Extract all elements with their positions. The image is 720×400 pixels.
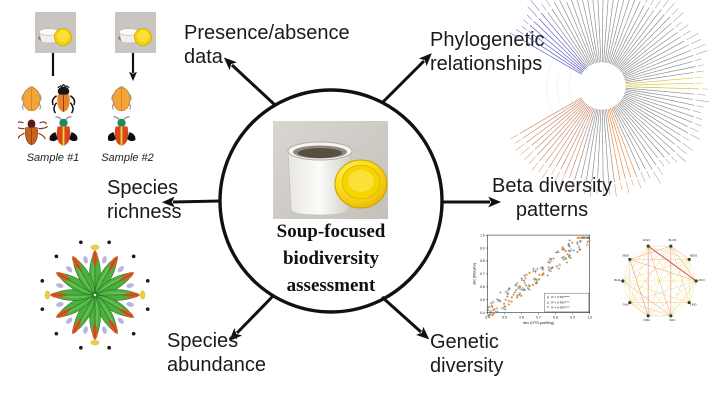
- svg-text:0.7: 0.7: [536, 315, 541, 319]
- svg-text:0.6: 0.6: [519, 315, 524, 319]
- svg-text:BLAL: BLAL: [614, 278, 621, 282]
- svg-text:0.8: 0.8: [553, 315, 558, 319]
- svg-text:GAN: GAN: [623, 303, 629, 307]
- svg-text:LIND: LIND: [690, 303, 696, 307]
- svg-text:MAC: MAC: [669, 318, 675, 322]
- svg-text:ANVC: ANVC: [643, 238, 651, 242]
- svg-text:R = 0·953****: R = 0·953****: [551, 300, 570, 304]
- svg-text:dbc (Morpho): dbc (Morpho): [472, 263, 476, 285]
- svg-text:0.8: 0.8: [480, 259, 485, 263]
- svg-text:CIMA: CIMA: [643, 318, 650, 322]
- svg-text:0.7: 0.7: [480, 272, 485, 276]
- svg-text:dbc (HTS-profiling): dbc (HTS-profiling): [523, 321, 554, 325]
- svg-text:R = 0·947****: R = 0·947****: [551, 295, 570, 299]
- svg-text:R = 0·925****: R = 0·925****: [551, 306, 570, 310]
- svg-text:NEBI: NEBI: [622, 253, 629, 257]
- svg-text:BLUM: BLUM: [669, 238, 677, 242]
- svg-text:NESS: NESS: [690, 253, 698, 257]
- svg-text:0.9: 0.9: [570, 315, 575, 319]
- svg-text:0.5: 0.5: [480, 298, 485, 302]
- svg-text:1.0: 1.0: [587, 315, 592, 319]
- svg-text:0.5: 0.5: [502, 315, 507, 319]
- svg-text:0.9: 0.9: [480, 246, 485, 250]
- svg-text:1.0: 1.0: [480, 233, 485, 237]
- svg-text:JCOI: JCOI: [698, 278, 704, 282]
- svg-text:0.4: 0.4: [480, 311, 485, 315]
- svg-text:0.6: 0.6: [480, 285, 485, 289]
